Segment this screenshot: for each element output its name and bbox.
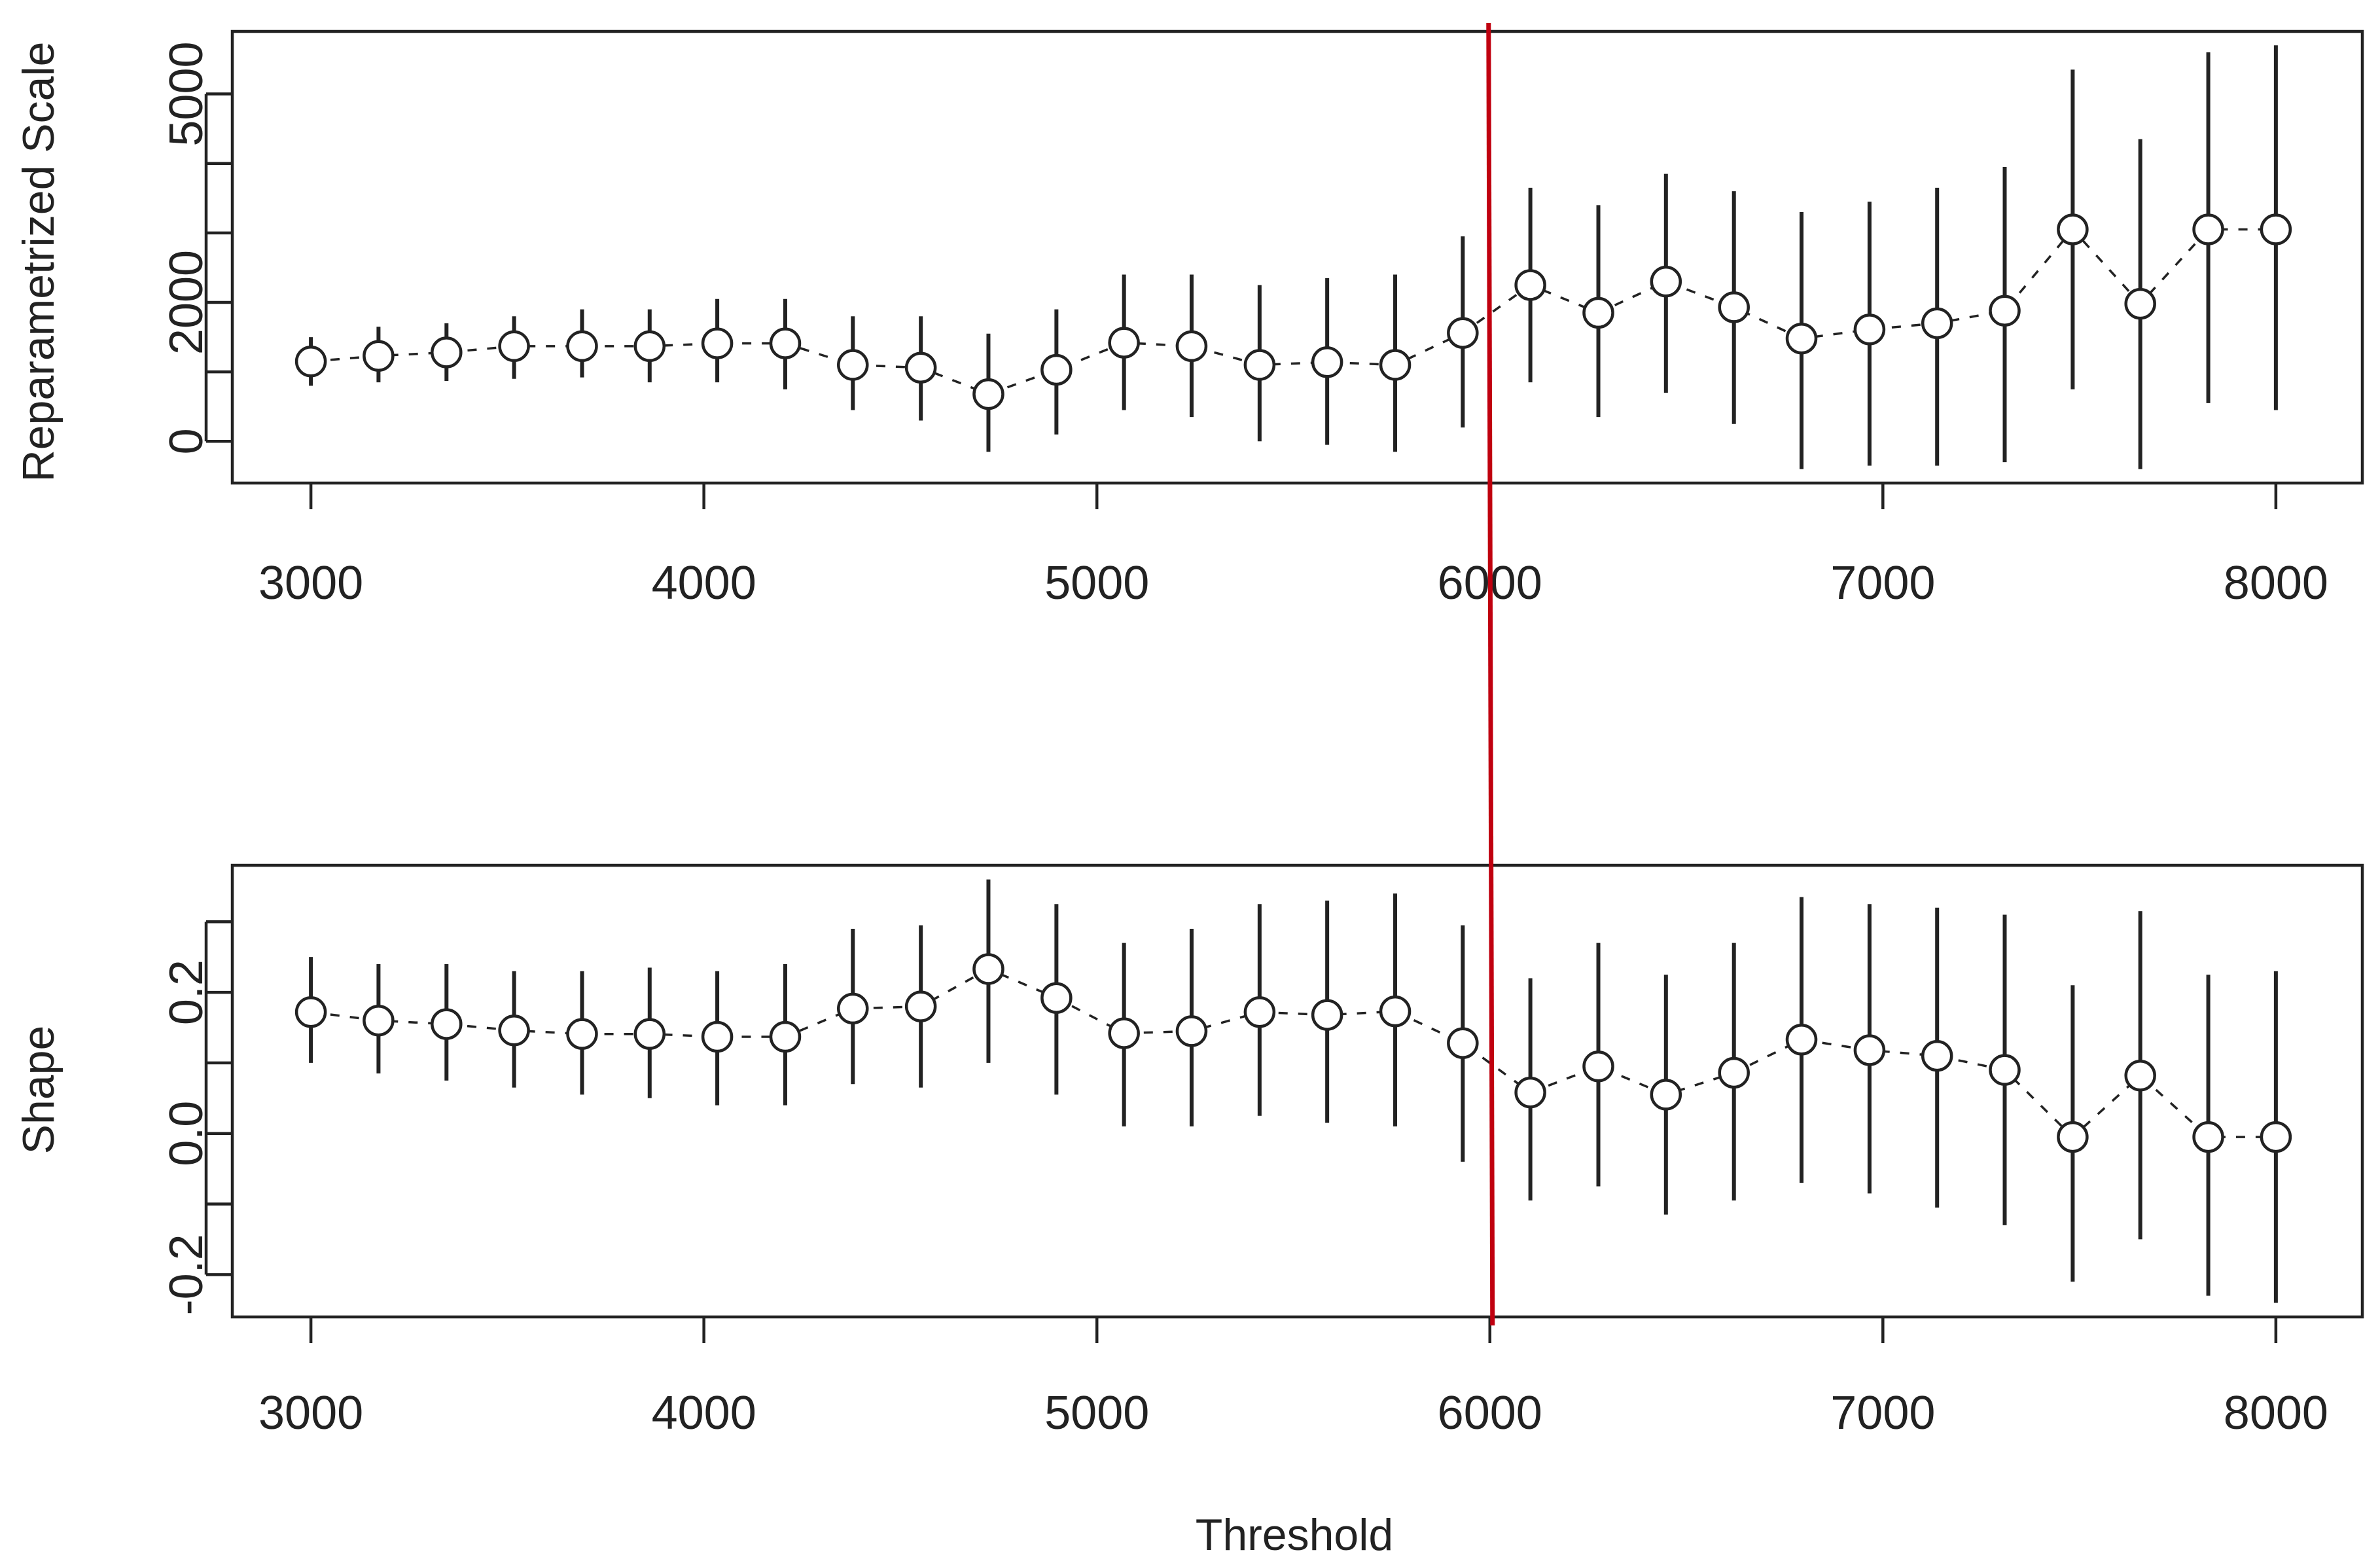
scale-x-tick-label: 8000 <box>2224 557 2328 609</box>
scale-point <box>972 378 1004 410</box>
scale-point <box>1040 353 1073 386</box>
scale-point <box>1311 346 1343 378</box>
scale-x-tick-label: 4000 <box>652 557 756 609</box>
scale-point <box>769 327 802 359</box>
shape-point <box>1650 1079 1682 1111</box>
shape-point <box>904 990 937 1022</box>
shape-point <box>1447 1027 1479 1059</box>
scale-point <box>2192 213 2224 245</box>
scale-point <box>1447 317 1479 349</box>
shape-point <box>1785 1024 1818 1056</box>
shape-y-axis-title: Shape <box>14 1026 63 1155</box>
shape-point <box>633 1018 666 1050</box>
scale-point <box>2260 213 2292 245</box>
scale-y-tick-label: 0 <box>160 428 213 454</box>
shape-point <box>769 1020 802 1053</box>
scale-point <box>431 336 463 369</box>
shape-y-tick-label: 0.2 <box>160 960 213 1025</box>
scale-point <box>2124 287 2156 320</box>
shape-x-tick-label: 6000 <box>1438 1387 1542 1439</box>
shape-x-tick-label: 4000 <box>652 1387 756 1439</box>
scale-point <box>498 330 530 363</box>
shape-point <box>2260 1121 2292 1153</box>
shape-point <box>1243 996 1276 1028</box>
scale-x-tick-label: 7000 <box>1830 557 1935 609</box>
shape-point <box>498 1015 530 1047</box>
scale-connector-line <box>310 227 2276 395</box>
scale-point <box>294 345 327 378</box>
shape-point <box>566 1018 598 1050</box>
shape-point <box>1582 1051 1614 1083</box>
scale-point <box>1785 322 1818 355</box>
scale-point <box>1582 297 1614 329</box>
shape-point <box>1718 1056 1750 1089</box>
shape-point <box>2192 1121 2224 1153</box>
scale-point <box>363 340 395 372</box>
scale-x-tick-label: 3000 <box>258 557 363 609</box>
shape-panel: 3000 4000 5000 6000 7000 8000 -0.2 0.0 0.2 <box>160 863 2364 1439</box>
scale-point <box>633 330 666 363</box>
shape-point <box>1379 995 1412 1028</box>
scale-y-axis-title: Reparametrized Scale <box>14 42 63 482</box>
shape-x-tick-label: 5000 <box>1044 1387 1149 1439</box>
shape-x-tick-label: 3000 <box>258 1387 363 1439</box>
scale-y-tick-label: 5000 <box>160 41 213 146</box>
shape-point <box>1311 999 1343 1031</box>
shape-x-tick-label: 7000 <box>1830 1387 1935 1439</box>
scale-point <box>1175 330 1208 363</box>
scale-point <box>1921 307 1953 340</box>
scale-point <box>1108 327 1140 359</box>
shape-point <box>972 953 1004 985</box>
shape-plot-frame <box>230 863 2364 1319</box>
scale-y-tick-label: 2000 <box>160 250 213 355</box>
shape-point <box>1853 1034 1886 1066</box>
shape-point <box>1040 982 1073 1014</box>
shape-point <box>431 1008 463 1040</box>
shape-point <box>294 996 327 1028</box>
shape-point <box>701 1020 734 1053</box>
shape-point <box>2057 1121 2089 1153</box>
scale-point <box>1853 314 1886 346</box>
scale-point <box>1243 349 1276 381</box>
scale-point <box>566 330 598 363</box>
shape-point <box>1108 1017 1140 1049</box>
scale-point <box>1514 269 1546 301</box>
shape-point <box>1514 1076 1546 1109</box>
shape-y-tick-label: 0.0 <box>160 1101 213 1166</box>
shape-point <box>1921 1039 1953 1072</box>
scale-point <box>1650 265 1682 298</box>
scale-x-tick-label: 5000 <box>1044 557 1149 609</box>
threshold-marker-line <box>1486 22 1495 1326</box>
scale-point <box>837 349 869 381</box>
scale-point <box>1718 291 1750 323</box>
shape-point <box>1175 1015 1208 1047</box>
shape-x-tick-label: 8000 <box>2224 1387 2328 1439</box>
x-axis-title: Threshold <box>1196 1510 1393 1560</box>
shape-point <box>363 1004 395 1037</box>
scale-point <box>701 327 734 359</box>
shape-point <box>837 992 869 1025</box>
shape-y-tick-label: -0.2 <box>160 1234 213 1315</box>
scale-point <box>1379 349 1412 381</box>
shape-connector-line <box>310 967 2276 1139</box>
shape-point <box>2124 1060 2156 1092</box>
shape-point <box>1989 1054 2021 1086</box>
scale-point <box>2057 213 2089 245</box>
scale-point <box>904 351 937 384</box>
scale-plot-frame <box>230 29 2364 485</box>
scale-point <box>1989 295 2021 327</box>
